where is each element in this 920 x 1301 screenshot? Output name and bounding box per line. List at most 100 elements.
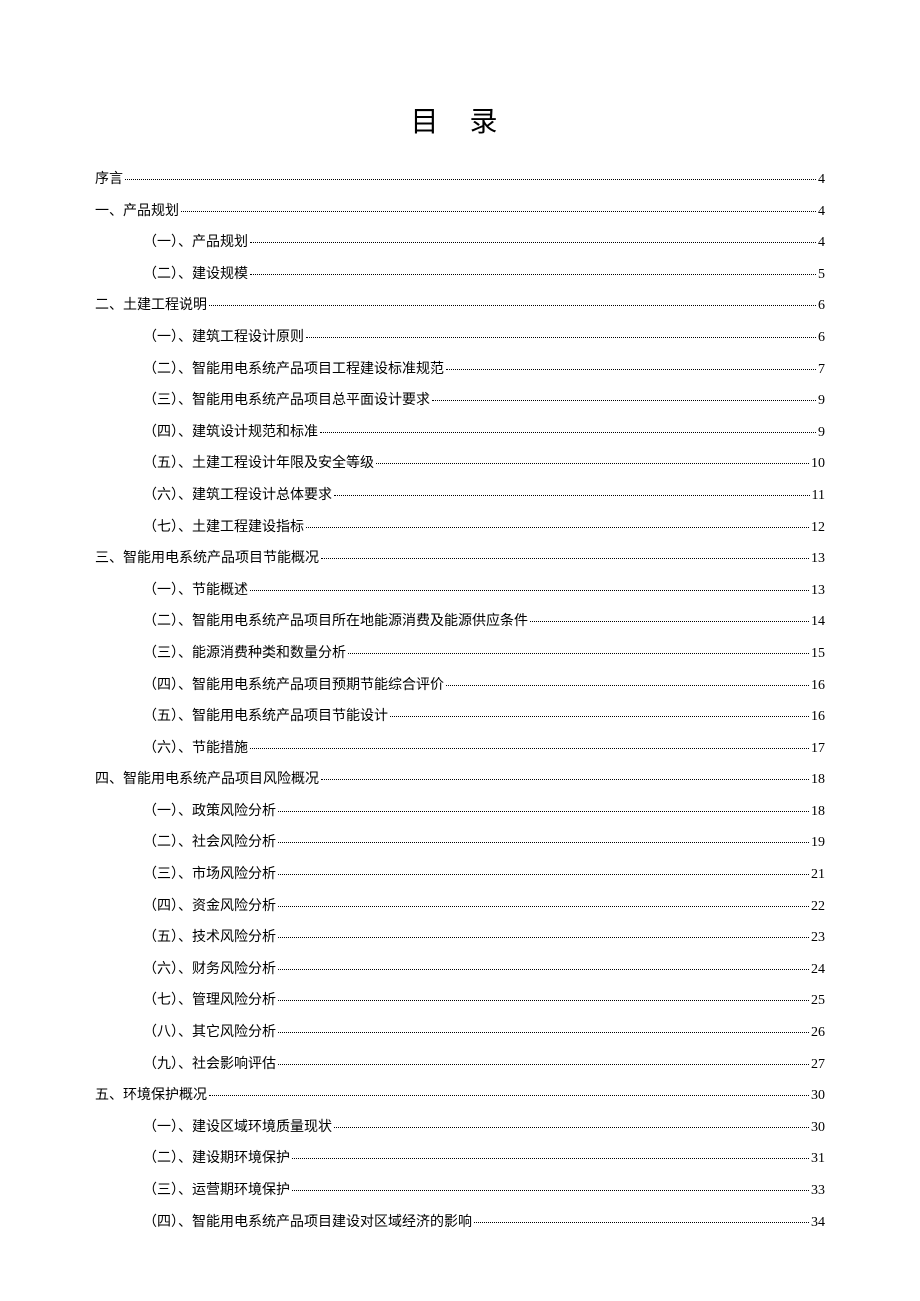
toc-entry: （六）、节能措施 17	[143, 739, 825, 759]
toc-entry: （五）、土建工程设计年限及安全等级10	[143, 454, 825, 474]
toc-entry-label: （二）、建设规模	[143, 265, 248, 285]
toc-entry-page: 5	[818, 265, 825, 285]
toc-entry: （二）、智能用电系统产品项目所在地能源消费及能源供应条件 14	[143, 612, 825, 632]
toc-entry: （一）、建设区域环境质量现状 30	[143, 1118, 825, 1138]
toc-title: 目 录	[95, 100, 825, 140]
toc-entry: （二）、社会风险分析 19	[143, 833, 825, 853]
toc-entry: （三）、运营期环境保护 33	[143, 1181, 825, 1201]
toc-entry-label: 三、智能用电系统产品项目节能概况	[95, 549, 319, 569]
toc-dots	[278, 937, 809, 938]
toc-dots	[321, 558, 809, 559]
toc-entry-page: 26	[811, 1023, 825, 1043]
toc-entry-page: 30	[811, 1118, 825, 1138]
toc-dots	[292, 1158, 809, 1159]
toc-entry: （一）、建筑工程设计原则 6	[143, 328, 825, 348]
toc-dots	[125, 179, 816, 180]
toc-entry: （一）、产品规划 4	[143, 233, 825, 253]
toc-entry: （三）、市场风险分析21	[143, 865, 825, 885]
toc-entry-label: （三）、运营期环境保护	[143, 1181, 290, 1201]
toc-entry-page: 33	[811, 1181, 825, 1201]
toc-entry-label: 四、智能用电系统产品项目风险概况	[95, 770, 319, 790]
toc-entry-label: （七）、管理风险分析	[143, 991, 276, 1011]
toc-entry-page: 15	[811, 644, 825, 664]
toc-dots	[278, 811, 809, 812]
toc-dots	[278, 969, 809, 970]
toc-entry: （七）、土建工程建设指标12	[143, 518, 825, 538]
toc-entry-label: （二）、智能用电系统产品项目工程建设标准规范	[143, 360, 444, 380]
toc-entry: （一）、节能概述 13	[143, 581, 825, 601]
toc-entry: （二）、建设规模 5	[143, 265, 825, 285]
toc-dots	[250, 748, 809, 749]
toc-dots	[209, 1095, 809, 1096]
toc-entry-page: 31	[811, 1149, 825, 1169]
toc-entry-label: 五、环境保护概况	[95, 1086, 207, 1106]
toc-dots	[278, 1000, 809, 1001]
toc-dots	[292, 1190, 809, 1191]
toc-entry-page: 34	[811, 1213, 825, 1233]
toc-entry-label: （六）、节能措施	[143, 739, 248, 759]
toc-entry-page: 21	[811, 865, 825, 885]
toc-entry: （五）、智能用电系统产品项目节能设计16	[143, 707, 825, 727]
toc-dots	[250, 590, 809, 591]
toc-entry-label: （五）、土建工程设计年限及安全等级	[143, 454, 374, 474]
toc-entry: （九）、社会影响评估27	[143, 1055, 825, 1075]
toc-entry: （一）、政策风险分析18	[143, 802, 825, 822]
toc-entry: （二）、建设期环境保护 31	[143, 1149, 825, 1169]
toc-entry-label: （二）、社会风险分析	[143, 833, 276, 853]
toc-entry: （六）、财务风险分析24	[143, 960, 825, 980]
toc-dots	[446, 685, 809, 686]
toc-dots	[432, 400, 816, 401]
toc-entry-label: 序言	[95, 170, 123, 190]
toc-entry-label: （一）、产品规划	[143, 233, 248, 253]
toc-entry-page: 18	[811, 802, 825, 822]
toc-entry: 五、环境保护概况30	[95, 1086, 825, 1106]
toc-dots	[474, 1222, 809, 1223]
toc-entry-page: 25	[811, 991, 825, 1011]
toc-dots	[306, 527, 809, 528]
toc-dots	[320, 432, 816, 433]
toc-entry-page: 23	[811, 928, 825, 948]
toc-entry: （三）、智能用电系统产品项目总平面设计要求 9	[143, 391, 825, 411]
toc-entry-page: 17	[811, 739, 825, 759]
toc-entry-page: 4	[818, 202, 825, 222]
toc-entry: （八）、其它风险分析26	[143, 1023, 825, 1043]
toc-entry: （五）、技术风险分析23	[143, 928, 825, 948]
toc-entry: （六）、建筑工程设计总体要求11	[143, 486, 825, 506]
toc-entry: 三、智能用电系统产品项目节能概况 13	[95, 549, 825, 569]
toc-entry-label: （四）、资金风险分析	[143, 897, 276, 917]
toc-entry: （七）、管理风险分析 25	[143, 991, 825, 1011]
toc-dots	[321, 779, 809, 780]
toc-entry: 一、产品规划 4	[95, 202, 825, 222]
toc-entry-page: 6	[818, 296, 825, 316]
toc-entry-label: （一）、节能概述	[143, 581, 248, 601]
toc-dots	[278, 1032, 809, 1033]
toc-entry-page: 24	[811, 960, 825, 980]
toc-entry-page: 13	[811, 549, 825, 569]
toc-entry-label: （二）、建设期环境保护	[143, 1149, 290, 1169]
toc-dots	[334, 495, 810, 496]
toc-entry: （四）、智能用电系统产品项目预期节能综合评价16	[143, 676, 825, 696]
toc-entry-page: 14	[811, 612, 825, 632]
toc-dots	[390, 716, 809, 717]
toc-dots	[306, 337, 816, 338]
toc-entry-label: （三）、智能用电系统产品项目总平面设计要求	[143, 391, 430, 411]
toc-dots	[348, 653, 809, 654]
toc-entry-page: 9	[818, 391, 825, 411]
toc-entry-label: （二）、智能用电系统产品项目所在地能源消费及能源供应条件	[143, 612, 528, 632]
toc-entry-page: 4	[818, 233, 825, 253]
toc-entry-label: （一）、建设区域环境质量现状	[143, 1118, 332, 1138]
toc-entry-label: （一）、建筑工程设计原则	[143, 328, 304, 348]
toc-dots	[376, 463, 809, 464]
toc-entry: 序言4	[95, 170, 825, 190]
toc-entry-page: 13	[811, 581, 825, 601]
toc-entry: （三）、能源消费种类和数量分析15	[143, 644, 825, 664]
toc-entry-page: 6	[818, 328, 825, 348]
toc-entry-label: 二、土建工程说明	[95, 296, 207, 316]
toc-entry-label: （四）、建筑设计规范和标准	[143, 423, 318, 443]
toc-entry-label: 一、产品规划	[95, 202, 179, 222]
toc-entry: （四）、智能用电系统产品项目建设对区域经济的影响34	[143, 1213, 825, 1233]
toc-dots	[334, 1127, 809, 1128]
toc-dots	[181, 211, 816, 212]
toc-entry-page: 19	[811, 833, 825, 853]
toc-entry-page: 7	[818, 360, 825, 380]
